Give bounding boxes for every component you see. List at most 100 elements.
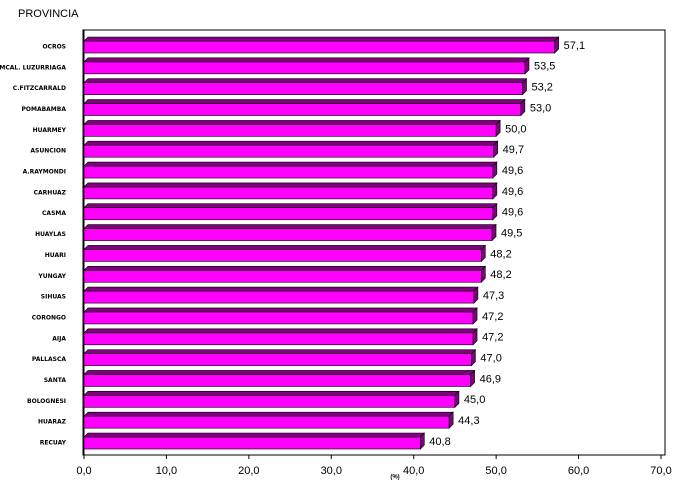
bar [83, 390, 460, 409]
bar-side [448, 411, 454, 429]
value-label: 49,6 [502, 186, 523, 198]
bar [83, 369, 476, 388]
x-tick-label: 20,0 [238, 465, 259, 477]
y-tick-label: MCAL. LUZURRIAGA [0, 64, 66, 71]
bar [83, 77, 528, 96]
x-tick-label: 40,0 [403, 465, 424, 477]
bar-side [472, 307, 478, 325]
bar-side [473, 286, 479, 304]
bar [83, 348, 477, 367]
bar [83, 57, 530, 75]
value-label: 53,5 [534, 61, 555, 73]
bar-side [472, 328, 478, 346]
y-tick-label: PALLASCA [32, 356, 67, 363]
bar-front [83, 353, 472, 366]
bar [83, 286, 479, 304]
value-label: 50,0 [505, 123, 526, 135]
y-tick-label: HUARI [45, 252, 66, 259]
x-tick-label: 60,0 [568, 465, 589, 477]
bar-top [83, 307, 478, 313]
value-label: 49,6 [502, 207, 523, 219]
y-tick-label: ASUNCION [30, 148, 66, 155]
y-tick-label: BOLOGNESI [27, 398, 66, 405]
bar-front [83, 415, 450, 429]
value-label: 47,3 [483, 290, 504, 302]
bar [83, 244, 487, 263]
bar [83, 265, 487, 283]
bar [83, 328, 478, 346]
bar-top [83, 140, 499, 146]
bar-top [83, 36, 560, 42]
bar-top [83, 245, 487, 250]
bar-front [83, 332, 474, 346]
bar-top [83, 161, 498, 167]
bar-side [520, 98, 526, 117]
bar-front [83, 61, 526, 75]
bar-top [83, 432, 426, 438]
bar-front [83, 311, 474, 325]
bar [83, 432, 426, 450]
bar-front [83, 228, 493, 241]
bar-side [493, 140, 498, 158]
value-label: 49,5 [501, 227, 522, 239]
bar-top [83, 265, 487, 271]
bar-side [554, 36, 559, 54]
bar-front [83, 249, 482, 262]
y-tick-label: HUARMEY [33, 127, 67, 134]
y-tick-label: YUNGAY [37, 273, 66, 280]
bar-top [83, 120, 501, 125]
bar-side [524, 57, 530, 75]
y-tick-label: AIJA [52, 335, 66, 342]
bar [83, 182, 498, 200]
y-tick-label: HUAYLAS [35, 231, 66, 238]
bar-side [492, 182, 498, 200]
bar-side [522, 77, 527, 96]
value-label: 49,6 [502, 165, 523, 177]
y-tick-label: POMABAMBA [21, 106, 66, 113]
bar-side [492, 203, 498, 221]
x-tick-label: 30,0 [321, 465, 342, 477]
bar-top [83, 57, 530, 63]
chart-title: PROVINCIA [18, 8, 79, 20]
bar-top [83, 370, 476, 375]
y-tick-label: HUARAZ [38, 419, 67, 426]
bar-top [83, 224, 497, 229]
y-tick-label: CORONGO [32, 314, 66, 321]
bar-side [495, 119, 501, 138]
bar [83, 119, 501, 138]
bar-front [83, 269, 482, 283]
y-tick-label: SIHUAS [41, 294, 66, 301]
y-tick-label: RECUAY [40, 440, 67, 447]
bar-front [83, 82, 523, 95]
bar-front [83, 40, 555, 54]
bar [83, 140, 499, 158]
value-label: 53,2 [532, 82, 553, 94]
bar-side [481, 265, 486, 283]
bar-front [83, 207, 494, 221]
bar-front [83, 374, 471, 387]
y-tick-label: SANTA [44, 377, 67, 384]
bar-front [83, 165, 494, 179]
bar-top [83, 349, 477, 354]
x-tick-label: 0,0 [76, 465, 91, 477]
bar [83, 223, 497, 242]
value-label: 57,1 [564, 40, 585, 52]
bar-top [83, 182, 498, 188]
bar-side [492, 161, 498, 179]
bar-front [83, 103, 522, 116]
value-label: 45,0 [464, 394, 485, 406]
bar-top [83, 328, 478, 334]
value-label: 47,0 [480, 353, 501, 365]
bar-front [83, 186, 494, 200]
y-tick-label: C.FITZCARRALD [13, 85, 66, 92]
bar [83, 36, 560, 54]
y-tick-label: CASMA [42, 210, 66, 217]
value-label: 48,2 [490, 269, 511, 281]
bar-top [83, 391, 460, 396]
bar-front [83, 436, 421, 450]
y-tick-label: CARHUAZ [34, 189, 67, 196]
bar [83, 411, 454, 429]
value-label: 44,3 [458, 415, 479, 427]
value-label: 49,7 [503, 144, 524, 156]
